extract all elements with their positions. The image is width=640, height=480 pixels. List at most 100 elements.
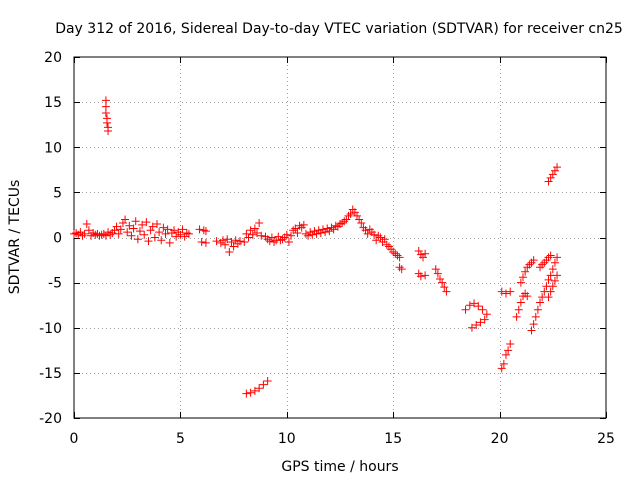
data-point bbox=[246, 388, 255, 397]
data-point bbox=[223, 235, 232, 244]
data-point bbox=[135, 227, 144, 236]
data-point bbox=[255, 219, 264, 228]
data-point bbox=[482, 310, 491, 319]
data-point bbox=[474, 302, 483, 311]
data-point bbox=[221, 240, 230, 249]
data-point bbox=[504, 346, 513, 355]
axis-ticks bbox=[74, 57, 607, 419]
data-point bbox=[184, 229, 193, 238]
data-point bbox=[340, 217, 349, 226]
data-point bbox=[242, 229, 251, 238]
data-point bbox=[336, 219, 344, 228]
data-point bbox=[497, 364, 506, 373]
data-point bbox=[548, 170, 557, 179]
x-tick-label: 10 bbox=[278, 431, 296, 447]
data-point bbox=[267, 233, 276, 242]
data-point bbox=[265, 237, 274, 246]
x-tick-label: 15 bbox=[384, 431, 402, 447]
data-point bbox=[138, 220, 147, 229]
data-point bbox=[327, 223, 336, 232]
data-point bbox=[178, 225, 187, 234]
data-point bbox=[170, 226, 179, 235]
data-point bbox=[361, 226, 370, 235]
data-point bbox=[229, 242, 238, 251]
data-point bbox=[436, 275, 445, 284]
data-point bbox=[527, 326, 536, 335]
data-point bbox=[172, 232, 181, 241]
data-point bbox=[370, 230, 379, 239]
data-point bbox=[112, 222, 121, 231]
data-point bbox=[150, 233, 159, 242]
data-point bbox=[395, 263, 404, 272]
data-point bbox=[176, 230, 185, 239]
data-point bbox=[78, 231, 87, 240]
data-point bbox=[201, 227, 210, 236]
data-point bbox=[255, 384, 264, 393]
data-point bbox=[346, 210, 355, 219]
data-point bbox=[308, 230, 317, 239]
x-tick-label: 5 bbox=[176, 431, 185, 447]
data-point bbox=[389, 247, 398, 256]
data-point bbox=[546, 287, 555, 296]
y-tick-label: 0 bbox=[53, 231, 62, 247]
data-point bbox=[293, 228, 302, 237]
data-point bbox=[121, 215, 130, 224]
data-point bbox=[123, 228, 132, 237]
data-point bbox=[525, 260, 534, 269]
data-point bbox=[329, 225, 338, 234]
data-point bbox=[274, 232, 283, 241]
data-point bbox=[512, 312, 521, 321]
data-point bbox=[325, 227, 334, 236]
data-point bbox=[393, 251, 402, 260]
data-point bbox=[548, 265, 557, 274]
data-point bbox=[240, 238, 249, 247]
data-point bbox=[544, 275, 553, 284]
data-point bbox=[201, 238, 210, 247]
data-point bbox=[433, 269, 442, 278]
data-point bbox=[421, 249, 430, 258]
data-point bbox=[152, 219, 161, 228]
data-point bbox=[501, 350, 510, 359]
data-point bbox=[472, 321, 481, 330]
data-point bbox=[250, 224, 259, 233]
data-point bbox=[416, 272, 425, 281]
data-point bbox=[129, 224, 138, 233]
data-point bbox=[382, 240, 391, 249]
data-point bbox=[82, 219, 91, 228]
data-point bbox=[148, 222, 157, 231]
x-axis-label: GPS time / hours bbox=[281, 459, 398, 475]
data-point bbox=[161, 229, 170, 238]
data-point bbox=[182, 228, 191, 237]
data-point bbox=[106, 230, 115, 239]
data-point bbox=[246, 226, 255, 235]
data-point bbox=[276, 236, 285, 245]
data-point bbox=[118, 219, 127, 228]
data-point bbox=[146, 226, 155, 235]
data-point bbox=[550, 166, 559, 175]
data-point bbox=[263, 235, 272, 244]
data-point bbox=[321, 228, 330, 237]
data-point bbox=[244, 233, 253, 242]
data-point bbox=[248, 230, 257, 239]
data-point bbox=[544, 293, 553, 302]
data-point bbox=[506, 287, 515, 296]
data-point bbox=[199, 226, 208, 235]
data-point bbox=[99, 229, 108, 238]
data-point bbox=[291, 224, 300, 233]
data-point bbox=[250, 386, 259, 395]
data-point bbox=[72, 228, 81, 237]
y-tick-label: -10 bbox=[39, 321, 62, 337]
data-point bbox=[331, 221, 340, 230]
data-point bbox=[442, 287, 451, 296]
data-point bbox=[116, 225, 125, 234]
data-point bbox=[131, 217, 140, 226]
data-point bbox=[501, 289, 510, 298]
y-axis-tick-labels: -20 -15 -10 -5 0 5 10 15 20 bbox=[39, 50, 62, 427]
data-point bbox=[263, 376, 272, 385]
data-point bbox=[438, 278, 447, 287]
data-point bbox=[461, 305, 470, 314]
data-point bbox=[529, 320, 538, 329]
data-point bbox=[218, 236, 227, 245]
